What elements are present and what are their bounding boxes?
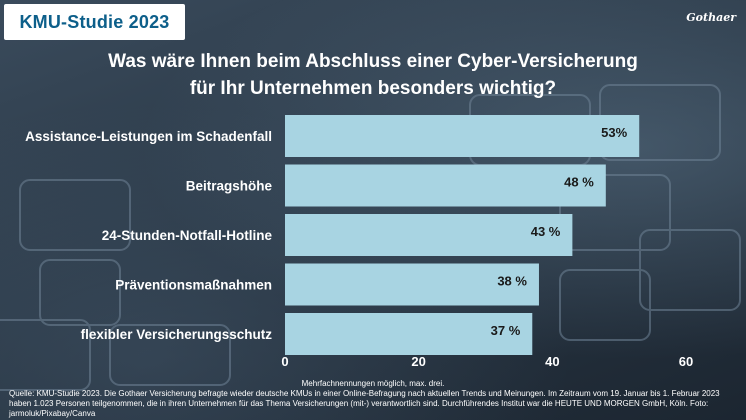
bar-4 — [285, 313, 533, 355]
value-label-2: 43 % — [531, 224, 561, 239]
bar-chart: Assistance-Leistungen im Schadenfall 53% B… — [25, 115, 693, 369]
study-badge: KMU-Studie 2023 — [4, 4, 185, 40]
bar-2 — [285, 214, 573, 256]
chart-title: Was wäre Ihnen beim Abschluss einer Cybe… — [0, 48, 746, 102]
category-label-0: Assistance-Leistungen im Schadenfall — [25, 129, 272, 144]
value-label-1: 48 % — [564, 175, 594, 190]
category-label-4: flexibler Versicherungsschutz — [81, 327, 273, 342]
x-tick-label-3: 60 — [679, 354, 693, 369]
value-label-3: 38 % — [497, 274, 527, 289]
bar-1 — [285, 164, 606, 207]
chart-title-line-2: für Ihr Unternehmen besonders wichtig? — [189, 78, 557, 99]
study-badge-text: KMU-Studie 2023 — [19, 11, 170, 32]
bar-0 — [285, 115, 640, 157]
value-label-4: 37 % — [491, 323, 521, 338]
source-note: Quelle: KMU-Studie 2023. Die Gothaer Ver… — [9, 389, 720, 418]
brand-logo: Gothaer — [686, 11, 736, 24]
category-label-1: Beitragshöhe — [186, 179, 273, 194]
x-tick-label-0: 0 — [281, 354, 288, 369]
category-label-2: 24-Stunden-Notfall-Hotline — [102, 228, 273, 243]
bar-3 — [285, 263, 539, 306]
x-tick-label-1: 20 — [411, 354, 425, 369]
chart-title-line-1: Was wäre Ihnen beim Abschluss einer Cybe… — [108, 51, 638, 72]
x-tick-label-2: 40 — [545, 354, 559, 369]
category-label-3: Präventionsmaßnahmen — [115, 278, 272, 293]
footnote: Mehrfachnennungen möglich, max. drei. — [301, 379, 445, 388]
value-label-0: 53% — [601, 125, 627, 140]
